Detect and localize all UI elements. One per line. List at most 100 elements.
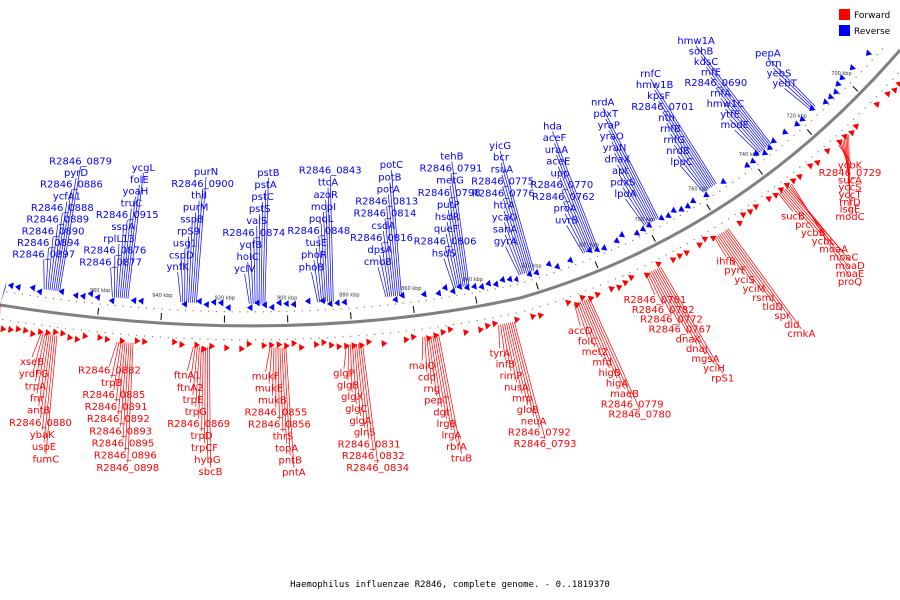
guide-dot-lower <box>614 278 617 280</box>
reverse-gene-leader <box>57 178 77 292</box>
guide-dot-upper <box>417 300 420 303</box>
guide-dot-lower <box>33 323 35 325</box>
reverse-gene-leader <box>313 260 321 303</box>
reverse-gene-label: R2846_0886 <box>40 180 103 191</box>
forward-gene-label: met2 <box>582 347 608 358</box>
reverse-gene-arrow <box>618 231 626 238</box>
guide-dot-lower <box>120 333 122 335</box>
forward-gene-leader <box>498 324 501 349</box>
reverse-gene-leader <box>379 255 389 297</box>
forward-gene-label: R2846_0895 <box>92 438 155 449</box>
guide-dot-lower <box>389 332 392 334</box>
reverse-gene-leader <box>381 242 391 297</box>
guide-dot-upper <box>463 293 466 296</box>
forward-gene-leader <box>362 343 379 464</box>
guide-dot-upper <box>725 186 728 188</box>
forward-gene-leader <box>438 334 462 454</box>
reverse-gene-leader <box>784 88 812 111</box>
forward-gene-arrow <box>783 182 791 189</box>
reverse-gene-arrow <box>761 149 769 156</box>
reverse-gene-label: R2846_0690 <box>684 78 747 89</box>
forward-gene-arrow <box>643 272 651 279</box>
forward-gene-leader <box>436 335 457 443</box>
reverse-gene-label: valS <box>246 216 267 227</box>
forward-gene-label: yciS <box>734 275 755 286</box>
reverse-gene-label: htrA <box>493 201 514 212</box>
forward-gene-label: glgP <box>333 369 355 380</box>
reverse-gene-arrow <box>87 290 94 298</box>
reverse-gene-label: R2846_0900 <box>171 179 234 190</box>
guide-dot-upper <box>596 255 599 257</box>
reverse-gene-leader <box>500 162 533 272</box>
forward-gene-leader <box>421 337 424 361</box>
forward-gene-label: rsmI <box>752 293 774 304</box>
guide-dot-lower <box>492 317 494 319</box>
forward-gene-label: R2846_0855 <box>244 408 307 419</box>
forward-gene-leader <box>201 347 204 432</box>
forward-gene-label: moaC <box>829 253 858 264</box>
forward-gene-label: dld <box>784 320 799 331</box>
reverse-gene-leader <box>504 222 524 275</box>
forward-gene-label: rng <box>423 384 440 395</box>
reverse-gene-leader <box>773 68 814 108</box>
forward-gene-arrow <box>142 337 148 345</box>
forward-gene-label: yciM <box>743 284 766 295</box>
forward-gene-leader <box>579 301 603 358</box>
forward-gene-leader <box>115 342 124 403</box>
guide-dot-upper <box>781 144 783 147</box>
forward-gene-label: trpB <box>101 378 122 389</box>
tick-label: 960 kbp <box>90 288 110 294</box>
forward-gene-leader <box>354 344 361 416</box>
forward-gene-label: ycbK <box>838 160 863 171</box>
reverse-gene-label: hmw1A <box>677 36 715 47</box>
reverse-gene-label: purM <box>183 203 208 214</box>
forward-gene-arrow <box>246 340 253 348</box>
forward-gene-leader <box>577 302 596 348</box>
guide-dot-lower <box>499 315 502 317</box>
reverse-gene-label: R2846_0894 <box>17 238 80 249</box>
guide-dot-upper <box>538 276 541 279</box>
forward-gene-arrow <box>852 123 859 131</box>
reverse-gene-arrow <box>670 206 677 213</box>
reverse-gene-label: R2846_0890 <box>22 226 85 237</box>
reverse-gene-label: yebT <box>772 78 797 89</box>
reverse-gene-leader <box>59 166 81 292</box>
forward-gene-leader <box>111 341 120 378</box>
guide-dot-upper <box>881 48 884 50</box>
guide-dot-lower <box>342 336 344 338</box>
guide-dot-upper <box>379 305 381 307</box>
guide-dot-lower <box>421 328 423 330</box>
guide-dot-lower <box>159 336 162 338</box>
forward-gene-arrow <box>45 328 52 336</box>
reverse-gene-leader <box>710 77 767 148</box>
forward-gene-leader <box>432 335 447 419</box>
guide-dot-lower <box>592 287 594 289</box>
guide-dot-upper <box>161 308 163 310</box>
forward-gene-arrow <box>736 220 743 227</box>
reverse-gene-leader <box>611 141 654 222</box>
reverse-gene-arrow <box>799 115 806 122</box>
tick-label: 780 kbp <box>635 217 655 223</box>
reverse-gene-leader <box>449 185 466 287</box>
forward-gene-leader <box>512 322 540 428</box>
forward-gene-arrow <box>37 328 44 336</box>
guide-dot-upper <box>68 299 70 302</box>
forward-gene-arrow <box>0 325 7 333</box>
guide-dot-upper <box>363 306 366 308</box>
reverse-gene-label: kdsC <box>694 57 718 68</box>
forward-gene-label: pntB <box>278 455 302 466</box>
reverse-gene-leader <box>617 164 651 224</box>
forward-gene-leader <box>265 347 271 372</box>
reverse-gene-leader <box>608 130 656 221</box>
forward-gene-arrow <box>789 178 797 185</box>
guide-dot-upper <box>14 292 16 294</box>
reverse-gene-leader <box>389 182 400 296</box>
guide-dot-upper <box>410 301 412 303</box>
guide-dot-lower <box>397 331 400 333</box>
reverse-gene-arrow <box>217 299 224 307</box>
guide-dot-upper <box>839 93 841 95</box>
forward-gene-leader <box>109 341 118 366</box>
guide-dot-upper <box>114 304 117 307</box>
reverse-gene-leader <box>320 223 326 302</box>
forward-gene-arrow <box>696 242 703 249</box>
